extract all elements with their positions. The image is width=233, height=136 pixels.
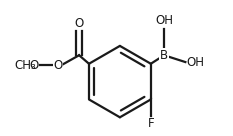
Text: O: O <box>29 59 38 72</box>
Text: OH: OH <box>186 55 204 69</box>
Text: O: O <box>75 17 84 30</box>
Text: F: F <box>147 117 154 130</box>
Text: OH: OH <box>155 14 173 27</box>
Text: B: B <box>160 49 168 62</box>
Text: O: O <box>53 59 62 72</box>
Text: CH₃: CH₃ <box>15 59 37 72</box>
